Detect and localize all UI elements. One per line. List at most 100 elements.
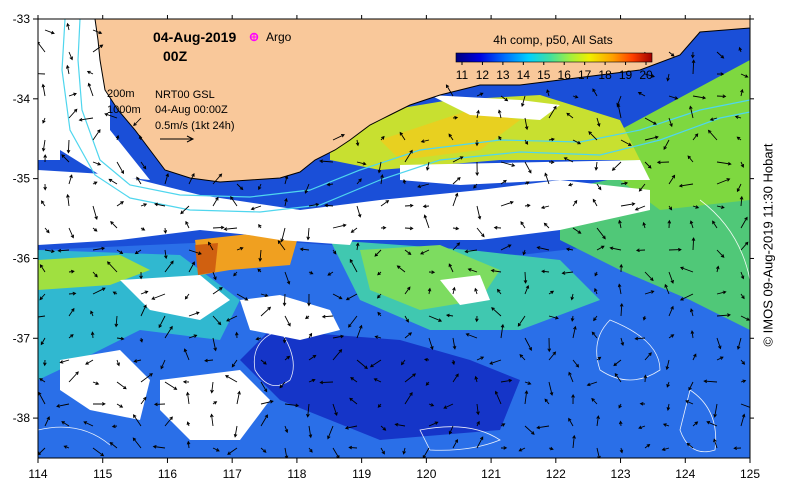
current-arrow xyxy=(445,313,454,318)
current-arrow xyxy=(140,227,146,231)
x-tick-label: 115 xyxy=(93,467,112,481)
current-arrow xyxy=(642,221,646,229)
current-arrow xyxy=(496,288,502,295)
current-arrow xyxy=(692,95,707,100)
current-arrow xyxy=(572,434,576,449)
current-arrow xyxy=(596,415,600,427)
current-arrow xyxy=(140,290,149,295)
current-arrow xyxy=(104,112,118,119)
current-arrow xyxy=(164,172,170,185)
current-arrow xyxy=(572,94,579,99)
current-arrow xyxy=(644,161,652,169)
current-arrow xyxy=(596,227,606,240)
current-arrow xyxy=(404,249,412,255)
current-arrow xyxy=(644,135,659,141)
current-arrow xyxy=(332,134,345,141)
colorbar-ticks: 11 12 13 14 15 16 17 18 19 20 xyxy=(456,62,653,82)
current-arrow xyxy=(668,174,676,185)
current-arrow xyxy=(619,263,624,273)
current-arrow xyxy=(644,117,657,125)
current-arrow xyxy=(740,379,747,384)
current-arrow xyxy=(38,391,46,405)
current-arrow xyxy=(452,438,458,449)
current-arrow xyxy=(136,176,142,185)
current-arrow xyxy=(452,115,459,120)
current-arrow xyxy=(736,136,742,141)
current-arrow xyxy=(374,335,382,339)
current-arrow xyxy=(740,271,745,280)
current-arrow xyxy=(402,178,407,185)
current-arrow xyxy=(420,249,430,255)
current-arrow xyxy=(493,225,502,230)
current-arrow xyxy=(153,402,166,407)
current-arrow xyxy=(517,315,526,327)
current-arrow xyxy=(691,237,696,251)
current-arrow xyxy=(163,227,168,234)
isobath-lines xyxy=(61,19,750,213)
current-arrow xyxy=(394,422,406,427)
current-arrow xyxy=(116,403,124,408)
current-arrow xyxy=(308,354,317,361)
current-arrow xyxy=(644,271,654,282)
current-arrow xyxy=(691,59,696,75)
current-arrow xyxy=(110,221,118,229)
current-arrow xyxy=(668,95,679,100)
current-arrow xyxy=(476,356,485,361)
current-arrow xyxy=(666,381,670,388)
sst-field-lime-east xyxy=(620,60,750,210)
scale-label: 0.5m/s (1kt 24h) xyxy=(155,120,234,132)
current-arrow xyxy=(68,227,75,239)
current-arrow xyxy=(740,88,744,97)
current-arrow xyxy=(164,260,174,273)
product-time: 04-Aug 00:00Z xyxy=(155,104,228,116)
current-arrow xyxy=(489,359,502,365)
current-arrow xyxy=(620,139,632,146)
current-arrow xyxy=(164,325,173,339)
current-arrow xyxy=(706,421,718,427)
current-arrow xyxy=(476,227,485,238)
current-arrow xyxy=(308,271,314,275)
current-arrow xyxy=(618,219,622,229)
current-arrow xyxy=(572,227,582,234)
current-arrow xyxy=(139,271,143,280)
current-arrow xyxy=(348,445,358,450)
current-arrow xyxy=(500,179,507,185)
current-arrow xyxy=(593,315,598,322)
map-date: 04-Aug-2019 xyxy=(153,29,236,45)
current-arrow xyxy=(116,359,120,367)
current-arrow xyxy=(41,83,46,97)
current-arrow xyxy=(692,353,697,361)
current-arrow xyxy=(716,72,725,76)
current-arrow xyxy=(321,314,334,319)
depth-label-1000: 1000m xyxy=(107,104,141,116)
current-arrow xyxy=(151,293,166,300)
current-arrow xyxy=(92,381,100,385)
current-arrow xyxy=(689,220,694,229)
current-arrow xyxy=(260,414,268,427)
current-arrow xyxy=(43,154,47,163)
y-tick-label: -38 xyxy=(13,411,31,425)
current-arrow xyxy=(520,221,526,229)
x-tick-label: 120 xyxy=(416,467,436,481)
current-arrow xyxy=(212,173,223,185)
current-arrow xyxy=(547,337,552,353)
current-arrow xyxy=(223,227,238,231)
current-arrow xyxy=(400,359,406,366)
current-arrow xyxy=(212,401,218,405)
sst-field-deep-blue xyxy=(240,330,520,440)
x-tick-label: 114 xyxy=(28,467,47,481)
current-arrow xyxy=(561,271,574,275)
current-arrow xyxy=(666,73,670,82)
current-arrow xyxy=(68,334,74,339)
current-arrow xyxy=(332,293,343,300)
current-arrow xyxy=(40,200,46,207)
current-arrow xyxy=(716,205,725,209)
current-arrow xyxy=(92,29,103,35)
current-arrow xyxy=(519,353,526,361)
current-arrow xyxy=(332,223,347,229)
sst-field-red-patch xyxy=(195,243,218,275)
current-arrow xyxy=(451,359,456,366)
current-arrow xyxy=(212,225,225,230)
current-arrow xyxy=(570,293,575,301)
current-arrow xyxy=(280,227,286,243)
